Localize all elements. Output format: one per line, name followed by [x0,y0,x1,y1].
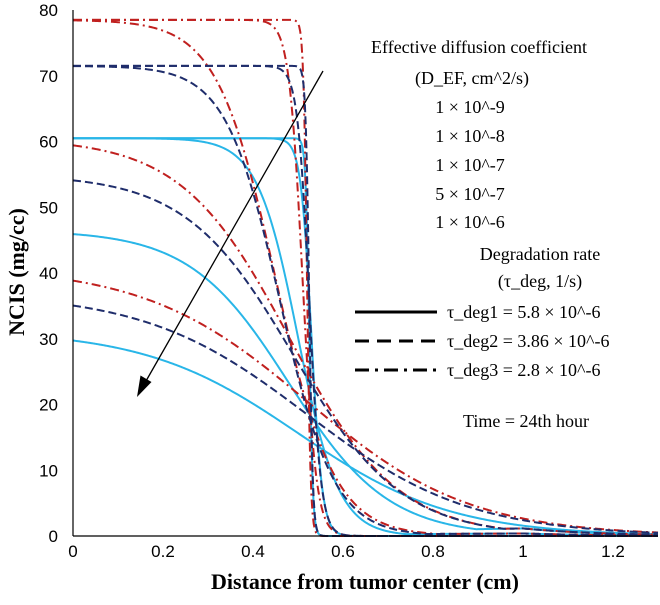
x-tick-label: 0.6 [331,542,355,561]
diffusion-arrow [137,70,324,397]
series-line-dash [73,64,658,537]
annotation-block: Effective diffusion coefficient (D_EF, c… [355,37,609,431]
diffusion-arrow-head [137,375,152,397]
legend-label-solid: τ_deg1 = 5.8 × 10^-6 [447,302,600,322]
series-line-dash [72,65,659,537]
degradation-title: Degradation rate [480,244,600,264]
diffusion-unit: (D_EF, cm^2/s) [415,68,529,89]
y-tick-label: 40 [39,264,58,283]
y-tick-label: 80 [39,1,58,20]
y-tick-label: 60 [39,133,58,152]
diffusion-value-3: 1 × 10^-7 [435,155,505,175]
diffusion-value-2: 1 × 10^-8 [435,126,505,146]
series-line-dashdot [72,279,659,534]
x-tick-label: 0.4 [241,542,265,561]
diffusion-value-1: 1 × 10^-9 [435,97,505,117]
x-tick-label: 0.8 [421,542,445,561]
axis-layer [72,10,658,537]
y-tick-label: 50 [39,198,58,217]
x-tick-label: 0.2 [151,542,175,561]
series-line-dashdot [72,19,659,537]
x-axis-title: Distance from tumor center (cm) [211,569,519,594]
diffusion-title: Effective diffusion coefficient [371,37,587,57]
x-tick-label: 1 [518,542,527,561]
y-tick-label: 0 [49,527,58,546]
series-line-dashdot [72,144,659,536]
legend-label-dash: τ_deg2 = 3.86 × 10^-6 [447,331,609,351]
y-tick-label: 70 [39,67,58,86]
y-axis-title: NCIS (mg/cc) [4,208,29,336]
y-tick-label: 10 [39,461,58,480]
x-tick-label: 0 [68,542,77,561]
series-line-dash [72,179,659,536]
diffusion-arrow-shaft [145,70,324,382]
y-tick-label: 30 [39,330,58,349]
diffusion-value-4: 5 × 10^-7 [435,184,505,204]
time-label: Time = 24th hour [463,411,589,431]
degradation-unit: (τ_deg, 1/s) [498,271,582,292]
series-line-dash [73,64,658,537]
tick-layer: 0 0.2 0.4 0.6 0.8 1 1.2 0 10 20 30 40 50 60 70 80 [39,1,625,561]
series-line-solid [72,339,659,536]
legend-label-dashdot: τ_deg3 = 2.8 × 10^-6 [447,360,600,380]
y-tick-label: 20 [39,396,58,415]
series-line-dash [72,304,659,534]
x-tick-label: 1.2 [601,542,625,561]
diffusion-value-5: 1 × 10^-6 [435,212,505,232]
